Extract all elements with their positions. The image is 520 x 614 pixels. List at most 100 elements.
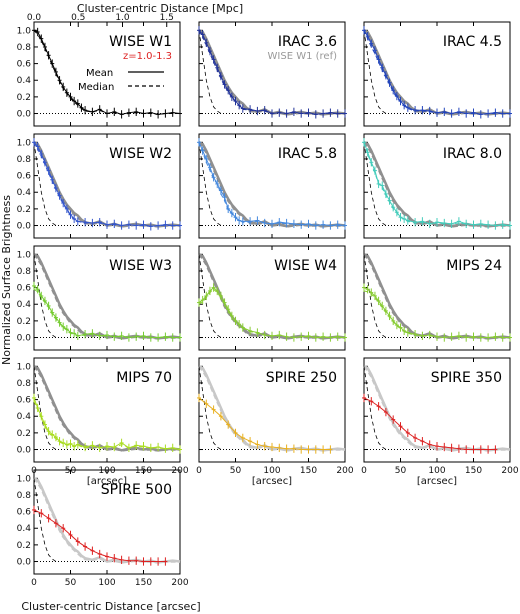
y-tick-label: 0.8 — [17, 491, 32, 501]
panel-wise-w3: 0.0 0.2 0.4 0.6 0.8 1.0 WISE W3 — [17, 245, 182, 351]
x-tick-label: 50 — [230, 466, 242, 476]
y-axis-label: Normalized Surface Brightness — [0, 195, 13, 365]
x-top-tick-label: 0.5 — [71, 13, 85, 23]
panel-mips-70: 0.00.20.40.60.81.0050100150200[arcsec]MI… — [17, 357, 189, 487]
series-line — [198, 142, 345, 227]
series-line — [363, 30, 510, 115]
series-line — [198, 30, 345, 115]
x-unit-label: [arcsec] — [252, 476, 292, 487]
psf-curve — [363, 366, 387, 450]
y-tick-label: 0.6 — [17, 396, 32, 406]
panel-irac-5-8: IRAC 5.8 — [197, 133, 347, 239]
panel-wise-w4: WISE W4 — [197, 245, 347, 351]
x-tick-label: 100 — [428, 466, 445, 476]
x-axis-label-top: Cluster-centric Distance [Mpc] — [77, 2, 243, 15]
series-line — [33, 142, 180, 227]
panel-irac-4-5: IRAC 4.5 — [362, 21, 512, 127]
y-tick-label: 1.0 — [17, 474, 32, 484]
panel-title: IRAC 5.8 — [278, 146, 337, 162]
y-tick-label: 0.8 — [17, 379, 32, 389]
x-unit-label: [arcsec] — [87, 476, 127, 487]
panel-title: MIPS 24 — [446, 258, 502, 274]
x-top-tick-label: 0.0 — [27, 13, 42, 23]
panel-wise-w1: 0.0 0.2 0.4 0.6 0.8 1.0 0.0 0.5 1.0 1.5 WISE W1z=1… — [17, 13, 182, 127]
y-tick-label: 1.0 — [17, 138, 32, 148]
x-tick-label: 150 — [135, 578, 152, 588]
y-tick-label: 0.2 — [17, 541, 31, 551]
x-unit-label: [arcsec] — [417, 476, 457, 487]
x-tick-label: 50 — [395, 466, 407, 476]
y-tick-label: 0.6 — [17, 172, 32, 182]
y-tick-label: 0.6 — [17, 508, 32, 518]
y-tick-label: 0.8 — [17, 43, 32, 53]
x-axis-label-bottom: Cluster-centric Distance [arcsec] — [21, 600, 200, 613]
reference-curve — [363, 141, 510, 228]
panel-title: IRAC 3.6 — [278, 34, 337, 50]
y-tick-label: 0.0 — [17, 334, 32, 344]
psf-curve — [198, 254, 222, 338]
x-tick-label: 200 — [171, 578, 188, 588]
y-tick-label: 0.2 — [17, 429, 31, 439]
series-line — [363, 142, 510, 227]
y-tick-label: 0.4 — [17, 76, 32, 86]
panel-spire-250: 0 50 100 150 200 [arcsec] SPIRE 250 — [196, 357, 354, 487]
panel-title: WISE W2 — [109, 146, 172, 162]
y-tick-label: 0.6 — [17, 284, 32, 294]
panel-subtitle: WISE W1 (ref) — [268, 51, 338, 62]
panel-title: IRAC 8.0 — [443, 146, 502, 162]
y-tick-label: 0.0 — [17, 110, 32, 120]
y-tick-label: 0.0 — [17, 446, 32, 456]
psf-curve — [33, 478, 57, 562]
x-tick-label: 200 — [336, 466, 353, 476]
y-tick-label: 0.4 — [17, 524, 32, 534]
panel-title: WISE W1 — [109, 34, 172, 50]
x-tick-label: 200 — [501, 466, 518, 476]
reference-curve — [33, 365, 180, 452]
x-tick-label: 0 — [361, 466, 367, 476]
series-line — [33, 401, 181, 451]
series-line — [363, 290, 510, 339]
legend-median-label: Median — [78, 82, 114, 93]
panel-title: WISE W4 — [274, 258, 337, 274]
y-tick-label: 1.0 — [17, 362, 32, 372]
x-tick-label: 150 — [465, 466, 482, 476]
y-tick-label: 0.2 — [17, 93, 31, 103]
y-tick-label: 0.8 — [17, 267, 32, 277]
panel-title: IRAC 4.5 — [443, 34, 502, 50]
x-tick-label: 100 — [263, 466, 280, 476]
psf-curve — [33, 254, 57, 338]
x-tick-label: 50 — [65, 578, 77, 588]
panel-spire-350: 0 50 100 150 200 [arcsec] SPIRE 350 — [361, 357, 519, 487]
panel-subtitle: z=1.0-1.3 — [123, 51, 172, 62]
y-tick-label: 0.2 — [17, 205, 31, 215]
panel-title: WISE W3 — [109, 258, 172, 274]
y-tick-label: 0.6 — [17, 60, 32, 70]
x-tick-label: 150 — [300, 466, 317, 476]
series-line — [33, 29, 180, 115]
y-tick-label: 0.4 — [17, 300, 32, 310]
panel-wise-w2: 0.0 0.2 0.4 0.6 0.8 1.0 WISE W2 — [17, 133, 182, 239]
y-tick-label: 0.2 — [17, 317, 31, 327]
series-line — [198, 288, 345, 339]
panel-irac-8-0: IRAC 8.0 — [362, 133, 512, 239]
y-tick-label: 0.4 — [17, 412, 32, 422]
y-tick-label: 1.0 — [17, 26, 32, 36]
x-tick-label: 0 — [31, 578, 37, 588]
series-line — [33, 288, 180, 339]
y-tick-label: 0.0 — [17, 558, 32, 568]
series-line — [33, 29, 181, 115]
x-tick-label: 100 — [98, 578, 115, 588]
legend-mean-label: Mean — [86, 68, 113, 79]
panel-title: SPIRE 350 — [431, 370, 502, 386]
y-tick-label: 0.0 — [17, 222, 32, 232]
x-top-tick-label: 1.5 — [160, 13, 174, 23]
y-tick-label: 0.8 — [17, 155, 32, 165]
y-tick-label: 1.0 — [17, 250, 32, 260]
panel-grid: 0.0 0.2 0.4 0.6 0.8 1.0 0.0 0.5 1.0 1.5 WISE W1z=1… — [17, 13, 519, 588]
panel-title: SPIRE 250 — [266, 370, 337, 386]
psf-curve — [33, 142, 57, 226]
psf-curve — [198, 366, 222, 450]
x-top-tick-label: 1.0 — [115, 13, 130, 23]
